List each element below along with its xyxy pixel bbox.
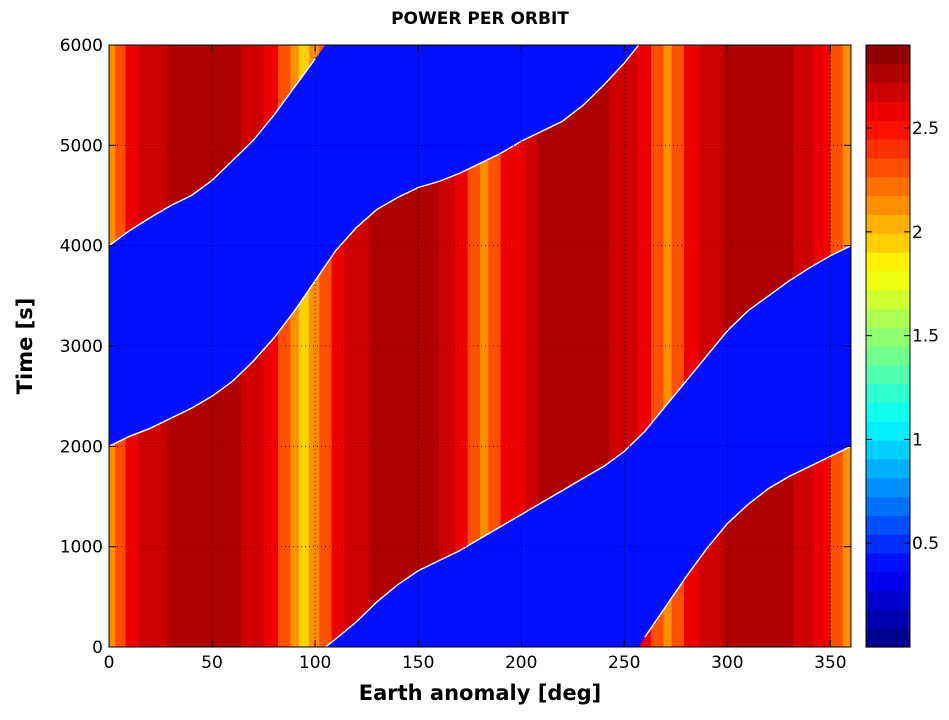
x-tick-label-1: 50: [201, 653, 223, 673]
power-band-10: [308, 45, 320, 647]
eclipse-boundary-upper-0: [109, 58, 316, 247]
power-band-18: [480, 45, 489, 647]
grid-layer: [109, 45, 851, 647]
colorbar-segment-20: [866, 251, 910, 272]
colorbar-tick-label-2: 1.5: [912, 327, 939, 347]
colorbar-segment-18: [866, 289, 910, 309]
colorbar: 0.5 1 1.5 2 2.5: [865, 44, 939, 648]
colorbar-segment-6: [866, 515, 910, 535]
colorbar-segment-31: [866, 45, 910, 65]
y-tick-label-4: 4000: [60, 237, 103, 257]
colorbar-segment-23: [866, 195, 910, 215]
colorbar-segment-24: [866, 176, 910, 197]
eclipse-boundary-upper-1: [644, 445, 851, 638]
y-tick-label-6: 6000: [60, 36, 103, 56]
colorbar-segment-14: [866, 364, 910, 385]
colorbar-segment-19: [866, 270, 910, 291]
x-tick-label-7: 350: [814, 653, 846, 673]
colorbar-segment-27: [866, 120, 910, 140]
y-tick-label-0: 0: [92, 638, 103, 658]
eclipse-region-1: [325, 245, 851, 647]
colorbar-segment-1: [866, 609, 910, 629]
x-tick-label-2: 100: [299, 653, 331, 673]
power-band-8: [290, 45, 300, 647]
y-axis-label: Time [s]: [13, 298, 37, 395]
x-axis-label: Earth anomaly [deg]: [359, 681, 601, 705]
colorbar-tick-label-1: 1: [912, 430, 923, 450]
colorbar-segment-17: [866, 308, 910, 328]
colorbar-tick-label-3: 2: [912, 223, 923, 243]
colorbar-segment-7: [866, 496, 910, 516]
colorbar-segment-26: [866, 139, 910, 159]
colorbar-segment-5: [866, 534, 910, 554]
colorbar-segment-10: [866, 440, 910, 460]
colorbar-segment-2: [866, 590, 910, 610]
x-tick-label-4: 200: [505, 653, 537, 673]
plot-area: [109, 45, 851, 647]
x-axis-ticks: 0 50 100 150 200 250 300 350: [104, 45, 847, 673]
colorbar-segment-21: [866, 233, 910, 253]
colorbar-segment-28: [866, 101, 910, 121]
colorbar-segment-22: [866, 214, 910, 234]
colorbar-segment-25: [866, 157, 910, 178]
x-tick-label-0: 0: [104, 653, 115, 673]
colorbar-segment-30: [866, 63, 910, 84]
y-axis-ticks: 0 1000 2000 3000 4000 5000 6000: [60, 36, 851, 658]
x-tick-label-5: 250: [608, 653, 640, 673]
y-tick-label-2: 2000: [60, 437, 103, 457]
colorbar-segment-16: [866, 327, 910, 347]
power-band-19: [488, 45, 502, 647]
power-band-17: [467, 45, 481, 647]
y-tick-label-1: 1000: [60, 538, 103, 558]
colorbar-segment-12: [866, 402, 910, 422]
x-tick-label-6: 300: [711, 653, 743, 673]
power-band-21: [525, 45, 539, 647]
power-band-9: [298, 45, 310, 647]
colorbar-segment-11: [866, 421, 910, 441]
eclipse-boundary-lower-0: [109, 45, 640, 447]
colorbar-segment-29: [866, 82, 910, 103]
y-tick-label-5: 5000: [60, 136, 103, 156]
colorbar-segment-8: [866, 477, 910, 498]
y-tick-label-3: 3000: [60, 337, 103, 357]
chart-title: POWER PER ORBIT: [391, 9, 569, 29]
eclipse-boundary-lower-1: [324, 245, 851, 647]
colorbar-segment-9: [866, 458, 910, 479]
x-tick-label-3: 150: [402, 653, 434, 673]
colorbar-segment-13: [866, 383, 910, 404]
colorbar-segment-3: [866, 571, 910, 592]
colorbar-tick-label-4: 2.5: [912, 119, 939, 139]
colorbar-segment-15: [866, 346, 910, 366]
colorbar-tick-label-0: 0.5: [912, 534, 939, 554]
colorbar-segment-0: [866, 628, 910, 648]
power-band-26: [663, 45, 673, 647]
colorbar-frame: [865, 44, 911, 648]
colorbar-segment-4: [866, 552, 910, 573]
power-band-15: [438, 45, 456, 647]
